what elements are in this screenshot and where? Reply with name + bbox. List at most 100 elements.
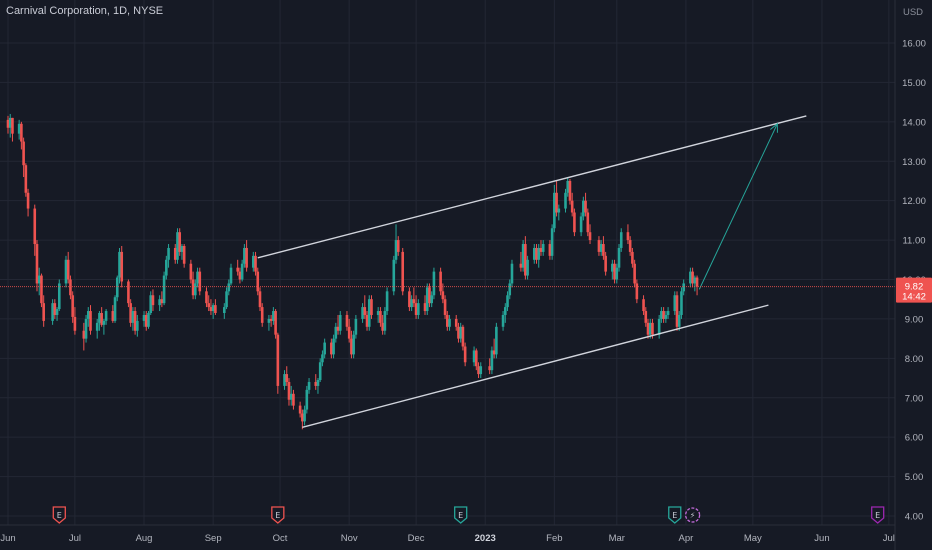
candle[interactable] (432, 267, 436, 300)
candle[interactable] (588, 224, 592, 245)
candle[interactable] (354, 314, 358, 339)
candle[interactable] (363, 295, 367, 319)
candle[interactable] (646, 318, 650, 339)
candle[interactable] (318, 358, 322, 382)
candle[interactable] (98, 311, 101, 331)
candle[interactable] (11, 117, 14, 142)
candle[interactable] (677, 311, 681, 331)
candle[interactable] (254, 251, 257, 276)
candle[interactable] (332, 334, 335, 359)
candle[interactable] (506, 291, 509, 312)
candle[interactable] (182, 244, 186, 268)
candle[interactable] (229, 263, 233, 286)
candle[interactable] (165, 255, 168, 280)
earnings-event-icon[interactable]: E (871, 506, 885, 524)
candle[interactable] (113, 295, 117, 323)
candle[interactable] (573, 208, 576, 237)
candle[interactable] (131, 307, 135, 331)
candle[interactable] (111, 305, 115, 323)
candle[interactable] (149, 291, 153, 315)
candle[interactable] (69, 275, 72, 300)
candle[interactable] (194, 279, 197, 300)
candle[interactable] (425, 283, 429, 315)
candle[interactable] (613, 259, 616, 284)
candle[interactable] (209, 299, 213, 315)
candle[interactable] (214, 299, 217, 315)
candle[interactable] (71, 291, 74, 323)
candle[interactable] (430, 291, 433, 308)
earnings-event-icon[interactable]: E (52, 506, 66, 524)
candle[interactable] (475, 348, 478, 371)
candle[interactable] (611, 259, 614, 280)
earnings-event-icon[interactable]: E (271, 506, 285, 524)
candle[interactable] (582, 196, 585, 221)
candle[interactable] (553, 184, 556, 233)
candle[interactable] (376, 307, 380, 323)
candle[interactable] (693, 275, 697, 292)
projection-arrow[interactable] (698, 123, 778, 290)
candle[interactable] (338, 311, 342, 335)
candle[interactable] (367, 295, 371, 331)
candle[interactable] (6, 115, 10, 134)
candle[interactable] (662, 307, 665, 323)
earnings-event-icon[interactable]: E (454, 506, 468, 524)
candle[interactable] (396, 236, 400, 256)
candle[interactable] (167, 244, 170, 268)
candle[interactable] (127, 279, 130, 308)
candle[interactable] (347, 318, 351, 343)
candle[interactable] (635, 279, 639, 304)
candle[interactable] (178, 228, 182, 256)
candle[interactable] (457, 322, 460, 343)
candle[interactable] (615, 263, 619, 284)
candle[interactable] (463, 342, 467, 367)
candle[interactable] (144, 311, 148, 331)
candle[interactable] (316, 378, 320, 394)
candle[interactable] (55, 307, 59, 321)
candle[interactable] (526, 255, 529, 280)
candle[interactable] (53, 299, 57, 319)
candle[interactable] (176, 228, 179, 264)
candle[interactable] (439, 267, 442, 296)
candle[interactable] (417, 299, 420, 319)
candle[interactable] (604, 251, 607, 276)
candle[interactable] (350, 330, 353, 359)
candle[interactable] (334, 322, 338, 343)
candle[interactable] (151, 289, 155, 312)
candle[interactable] (628, 236, 632, 256)
candle[interactable] (252, 251, 255, 272)
candle[interactable] (394, 224, 398, 264)
candle[interactable] (660, 307, 663, 323)
candle[interactable] (361, 303, 364, 323)
candle[interactable] (401, 247, 405, 296)
candle[interactable] (22, 137, 25, 178)
candle[interactable] (408, 287, 411, 312)
candle[interactable] (657, 314, 661, 339)
candle[interactable] (289, 385, 293, 406)
candle[interactable] (120, 245, 124, 288)
candle[interactable] (314, 374, 318, 390)
candle[interactable] (305, 385, 309, 414)
candle[interactable] (379, 307, 382, 327)
candle[interactable] (298, 401, 302, 418)
candle[interactable] (225, 287, 228, 310)
candle[interactable] (602, 236, 605, 260)
candle[interactable] (568, 178, 572, 205)
candle[interactable] (584, 192, 587, 217)
candle[interactable] (307, 378, 311, 394)
candle[interactable] (345, 311, 349, 331)
candle[interactable] (8, 113, 12, 138)
candle[interactable] (535, 244, 538, 264)
candle[interactable] (24, 163, 28, 197)
candle[interactable] (73, 307, 77, 335)
candle[interactable] (136, 314, 139, 337)
candle[interactable] (173, 244, 177, 264)
candle[interactable] (503, 303, 507, 323)
candle[interactable] (579, 212, 583, 237)
candle[interactable] (276, 332, 280, 394)
candle[interactable] (236, 259, 239, 276)
candle[interactable] (454, 314, 458, 331)
candle[interactable] (510, 259, 514, 288)
candle[interactable] (323, 338, 326, 359)
candle[interactable] (17, 119, 21, 140)
candle[interactable] (501, 311, 505, 331)
